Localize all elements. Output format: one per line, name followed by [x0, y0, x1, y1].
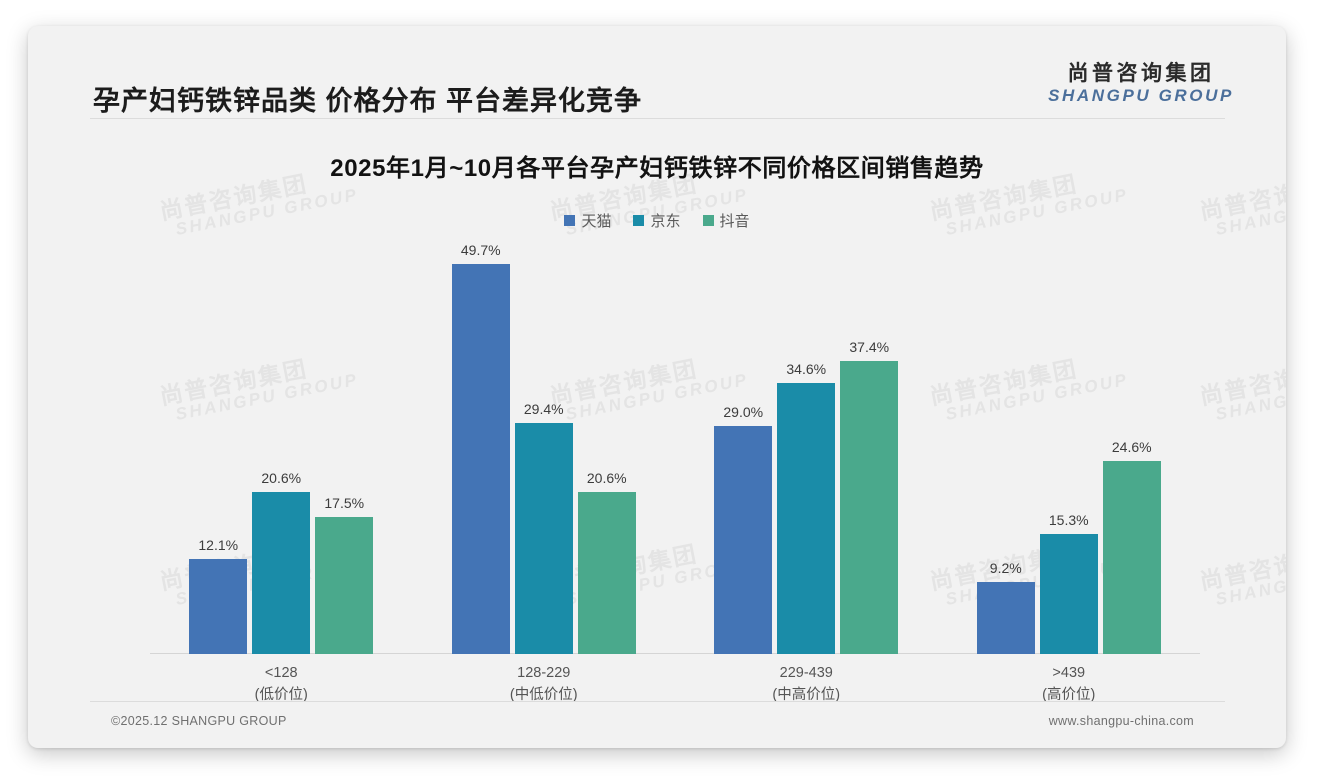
legend-label: 天猫 [581, 213, 612, 230]
bar-抖音->439[interactable]: 24.6% [1102, 246, 1161, 654]
bar-value-label: 37.4% [849, 338, 890, 355]
bar-rect [315, 516, 374, 654]
x-tick-sublabel: (中高价位) [772, 687, 841, 704]
x-tick-229-439: 229-439 (中高价位) [675, 662, 938, 707]
bar-rect [777, 382, 836, 654]
x-tick-128-229: 128-229 (中低价位) [413, 662, 676, 707]
bar-rect [714, 426, 773, 654]
bar-rect [1102, 461, 1161, 654]
bar-rect [840, 360, 899, 654]
legend-item-抖音[interactable]: 抖音 [702, 210, 750, 231]
bar-抖音-229-439[interactable]: 37.4% [840, 246, 899, 654]
bar-天猫-128-229[interactable]: 49.7% [451, 242, 510, 654]
legend-swatch-icon [633, 215, 645, 226]
bar-group->439: 9.2% 15.3% 24.6% [938, 246, 1201, 654]
chart-legend: 天猫 京东 抖音 [28, 210, 1286, 231]
x-tick-range: <128 [264, 665, 298, 681]
bar-rect [577, 492, 636, 654]
bar-value-label: 34.6% [786, 360, 827, 377]
x-tick-<128: <128 (低价位) [150, 662, 413, 707]
bar-rect [514, 423, 573, 654]
x-axis-tick-labels: <128 (低价位) 128-229 (中低价位) 229-439 (中高价位) >439 (… [150, 662, 1200, 718]
bar-rect [976, 581, 1035, 654]
bar-天猫-229-439[interactable]: 29.0% [714, 246, 773, 654]
bar-value-label: 29.4% [523, 401, 564, 418]
slide-card: 尚普咨询集团 SHANGPU GROUP 尚普咨询集团 SHANGPU GROUP 尚普… [28, 26, 1286, 748]
logo-chinese-name: 尚普咨询集团 [1067, 62, 1215, 85]
bar-value-label: 49.7% [460, 242, 501, 259]
bar-京东-128-229[interactable]: 29.4% [514, 246, 573, 654]
bar-天猫->439[interactable]: 9.2% [976, 246, 1035, 654]
bar-value-label: 15.3% [1048, 511, 1089, 528]
legend-swatch-icon [702, 215, 714, 226]
company-logo: 尚普咨询集团 SHANGPU GROUP [1041, 62, 1241, 107]
bar-group-<128: 12.1% 20.6% 17.5% [150, 246, 413, 654]
x-tick-sublabel: (低价位) [254, 687, 308, 704]
bar-京东->439[interactable]: 15.3% [1039, 246, 1098, 654]
slide-footer: ©2025.12 SHANGPU GROUP www.shangpu-china… [28, 702, 1286, 748]
x-axis-line [150, 653, 1200, 654]
bar-group-128-229: 49.7% 29.4% 20.6% [413, 242, 676, 654]
legend-label: 抖音 [719, 213, 750, 230]
logo-english-name: SHANGPU GROUP [1048, 86, 1234, 106]
bar-value-label: 24.6% [1111, 439, 1152, 455]
bar-京东-<128[interactable]: 20.6% [252, 246, 311, 654]
x-tick-range: 128-229 [517, 665, 571, 681]
chart-block: 2025年1月~10月各平台孕产妇钙铁锌不同价格区间销售趋势 天猫 京东 抖音 12… [28, 126, 1286, 706]
header-divider [90, 118, 1225, 119]
legend-label: 京东 [650, 213, 681, 230]
bar-抖音-<128[interactable]: 17.5% [315, 246, 374, 654]
bar-rect [252, 492, 311, 654]
bar-rect [1039, 533, 1098, 654]
bar-value-label: 9.2% [989, 559, 1022, 576]
bar-value-label: 12.1% [198, 537, 239, 554]
page-title: 孕产妇钙铁锌品类 价格分布 平台差异化竞争 [93, 86, 643, 116]
bar-京东-229-439[interactable]: 34.6% [777, 246, 836, 654]
footer-divider [90, 701, 1225, 702]
bar-抖音-128-229[interactable]: 20.6% [577, 246, 636, 654]
chart-plot-area: 12.1% 20.6% 17.5% 49.7% 29.4% 20.6% 29.0% 34.6%… [150, 242, 1201, 654]
slide-header: 孕产妇钙铁锌品类 价格分布 平台差异化竞争 尚普咨询集团 SHANGPU GRO… [28, 26, 1286, 118]
legend-item-天猫[interactable]: 天猫 [564, 210, 611, 231]
bar-value-label: 20.6% [261, 470, 302, 487]
bar-rect [189, 559, 248, 654]
bar-value-label: 29.0% [723, 404, 764, 421]
x-tick-range: 229-439 [779, 665, 833, 681]
x-tick-range: >439 [1052, 665, 1086, 681]
bar-value-label: 20.6% [586, 470, 627, 487]
x-tick-sublabel: (高价位) [1042, 687, 1096, 704]
bar-group-229-439: 29.0% 34.6% 37.4% [675, 246, 938, 654]
footer-copyright: ©2025.12 SHANGPU GROUP [111, 714, 287, 728]
bar-天猫-<128[interactable]: 12.1% [189, 246, 248, 654]
legend-item-京东[interactable]: 京东 [633, 210, 681, 231]
chart-title: 2025年1月~10月各平台孕产妇钙铁锌不同价格区间销售趋势 [330, 155, 984, 182]
x-tick->439: >439 (高价位) [938, 662, 1201, 707]
bar-rect [451, 264, 510, 654]
footer-website: www.shangpu-china.com [1048, 714, 1194, 728]
x-tick-sublabel: (中低价位) [509, 687, 578, 704]
legend-swatch-icon [564, 215, 576, 226]
bar-value-label: 17.5% [324, 494, 365, 511]
